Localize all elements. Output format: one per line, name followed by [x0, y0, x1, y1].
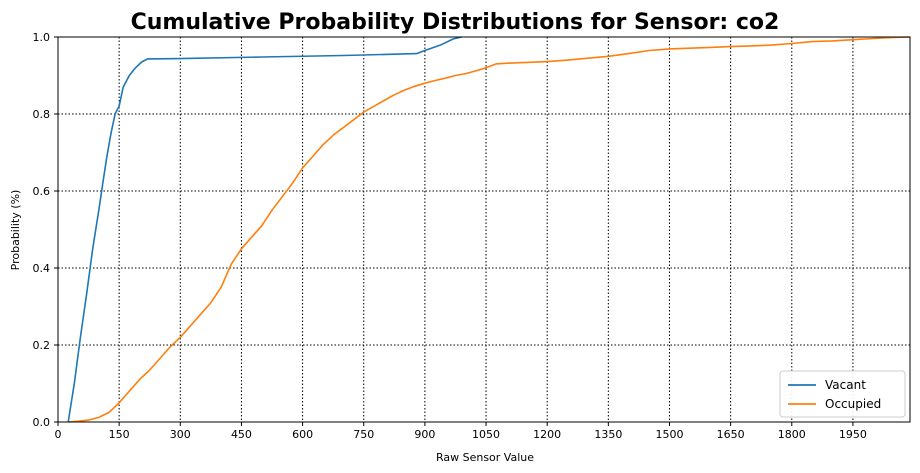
x-tick-label: 1350 — [594, 428, 622, 441]
y-axis-ticks: 0.0 0.2 0.4 0.6 0.8 1.0 — [33, 31, 58, 429]
x-tick-label: 750 — [353, 428, 374, 441]
y-tick-label: 1.0 — [33, 31, 51, 44]
x-tick-label: 0 — [55, 428, 62, 441]
legend-label-occupied: Occupied — [825, 397, 881, 411]
x-tick-label: 1950 — [839, 428, 867, 441]
y-tick-label: 0.0 — [33, 416, 51, 429]
x-axis-label: Raw Sensor Value — [436, 451, 534, 464]
x-tick-label: 600 — [292, 428, 313, 441]
x-tick-label: 150 — [109, 428, 130, 441]
legend-label-vacant: Vacant — [825, 378, 866, 392]
x-tick-label: 1500 — [655, 428, 683, 441]
plot-frame — [57, 36, 911, 423]
x-tick-label: 1650 — [717, 428, 745, 441]
x-tick-label: 1050 — [472, 428, 500, 441]
y-tick-label: 0.4 — [33, 262, 51, 275]
y-tick-label: 0.8 — [33, 108, 51, 121]
y-axis-label: Probability (%) — [9, 190, 22, 271]
y-tick-label: 0.6 — [33, 185, 51, 198]
y-tick-label: 0.2 — [33, 339, 51, 352]
x-axis-ticks: 0 150 300 450 600 750 900 1050 1200 1350 1500 1650 1… — [55, 422, 867, 441]
x-tick-label: 1200 — [533, 428, 561, 441]
series-line-occupied — [68, 36, 911, 423]
x-tick-label: 300 — [170, 428, 191, 441]
x-tick-label: 1800 — [778, 428, 806, 441]
x-tick-label: 450 — [231, 428, 252, 441]
chart-title: Cumulative Probability Distributions for… — [131, 10, 780, 35]
x-tick-label: 900 — [414, 428, 435, 441]
grid — [58, 37, 910, 422]
legend: Vacant Occupied — [779, 370, 906, 418]
legend-box — [779, 370, 906, 418]
series-lines — [67, 36, 911, 423]
series-line-vacant — [67, 36, 462, 423]
